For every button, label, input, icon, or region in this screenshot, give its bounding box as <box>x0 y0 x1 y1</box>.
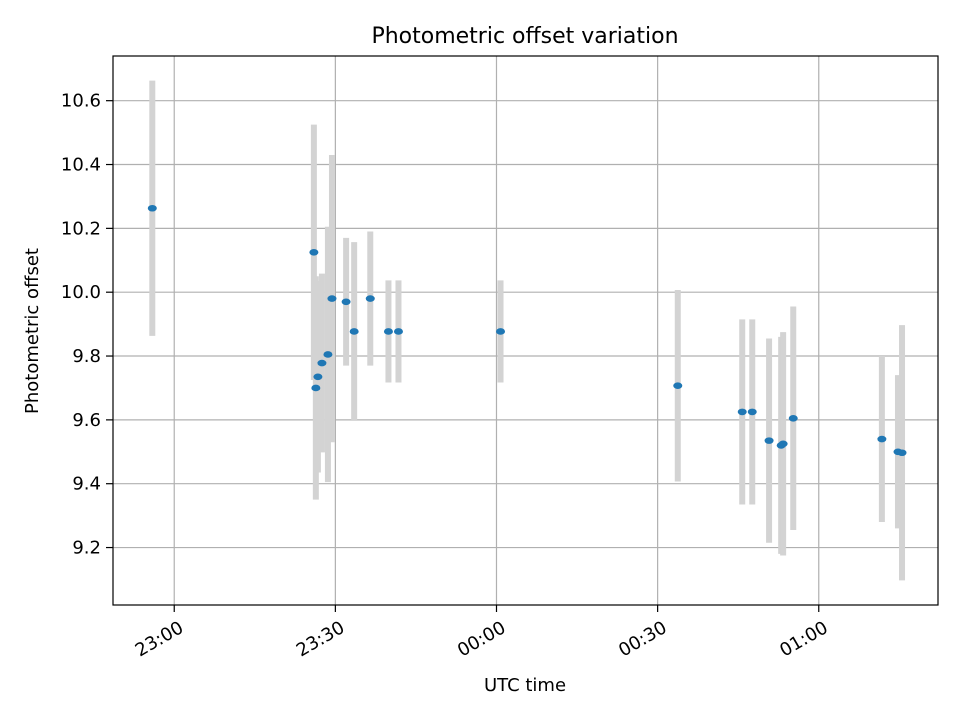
data-point <box>341 298 351 306</box>
data-point <box>673 382 683 390</box>
data-point <box>147 204 157 212</box>
data-point <box>877 435 887 443</box>
data-point <box>327 295 337 302</box>
grid <box>113 56 938 605</box>
data-point <box>747 408 757 416</box>
data-point <box>737 408 747 416</box>
y-tick-label: 9.8 <box>72 346 101 367</box>
y-tick-label: 9.6 <box>72 410 101 431</box>
data-point <box>311 384 321 392</box>
y-tick-label: 9.2 <box>72 538 101 559</box>
y-tick-label: 10.4 <box>61 155 101 176</box>
data-point <box>496 328 506 335</box>
y-tick-label: 10.6 <box>61 91 101 112</box>
data-point <box>778 440 788 448</box>
plot-frame <box>112 55 939 606</box>
data-point <box>309 248 319 256</box>
chart-title: Photometric offset variation <box>371 24 678 49</box>
data-point <box>897 449 907 457</box>
y-axis-label: Photometric offset <box>22 248 43 414</box>
data-point <box>317 359 327 367</box>
y-axis-ticks: 9.2 9.4 9.6 9.8 10.0 10.2 10.4 10.6 <box>61 91 113 559</box>
y-tick-label: 9.4 <box>72 474 101 495</box>
data-point <box>323 351 333 358</box>
y-tick-label: 10.0 <box>61 282 101 303</box>
y-tick-label: 10.2 <box>61 218 101 239</box>
data-point <box>349 328 359 335</box>
data-point <box>764 437 774 444</box>
data-point <box>383 328 393 335</box>
data-point <box>313 373 323 381</box>
data-points <box>147 204 907 457</box>
data-point <box>365 295 375 302</box>
data-point <box>393 328 403 335</box>
x-axis-label: UTC time <box>484 675 566 696</box>
data-point <box>788 414 798 422</box>
